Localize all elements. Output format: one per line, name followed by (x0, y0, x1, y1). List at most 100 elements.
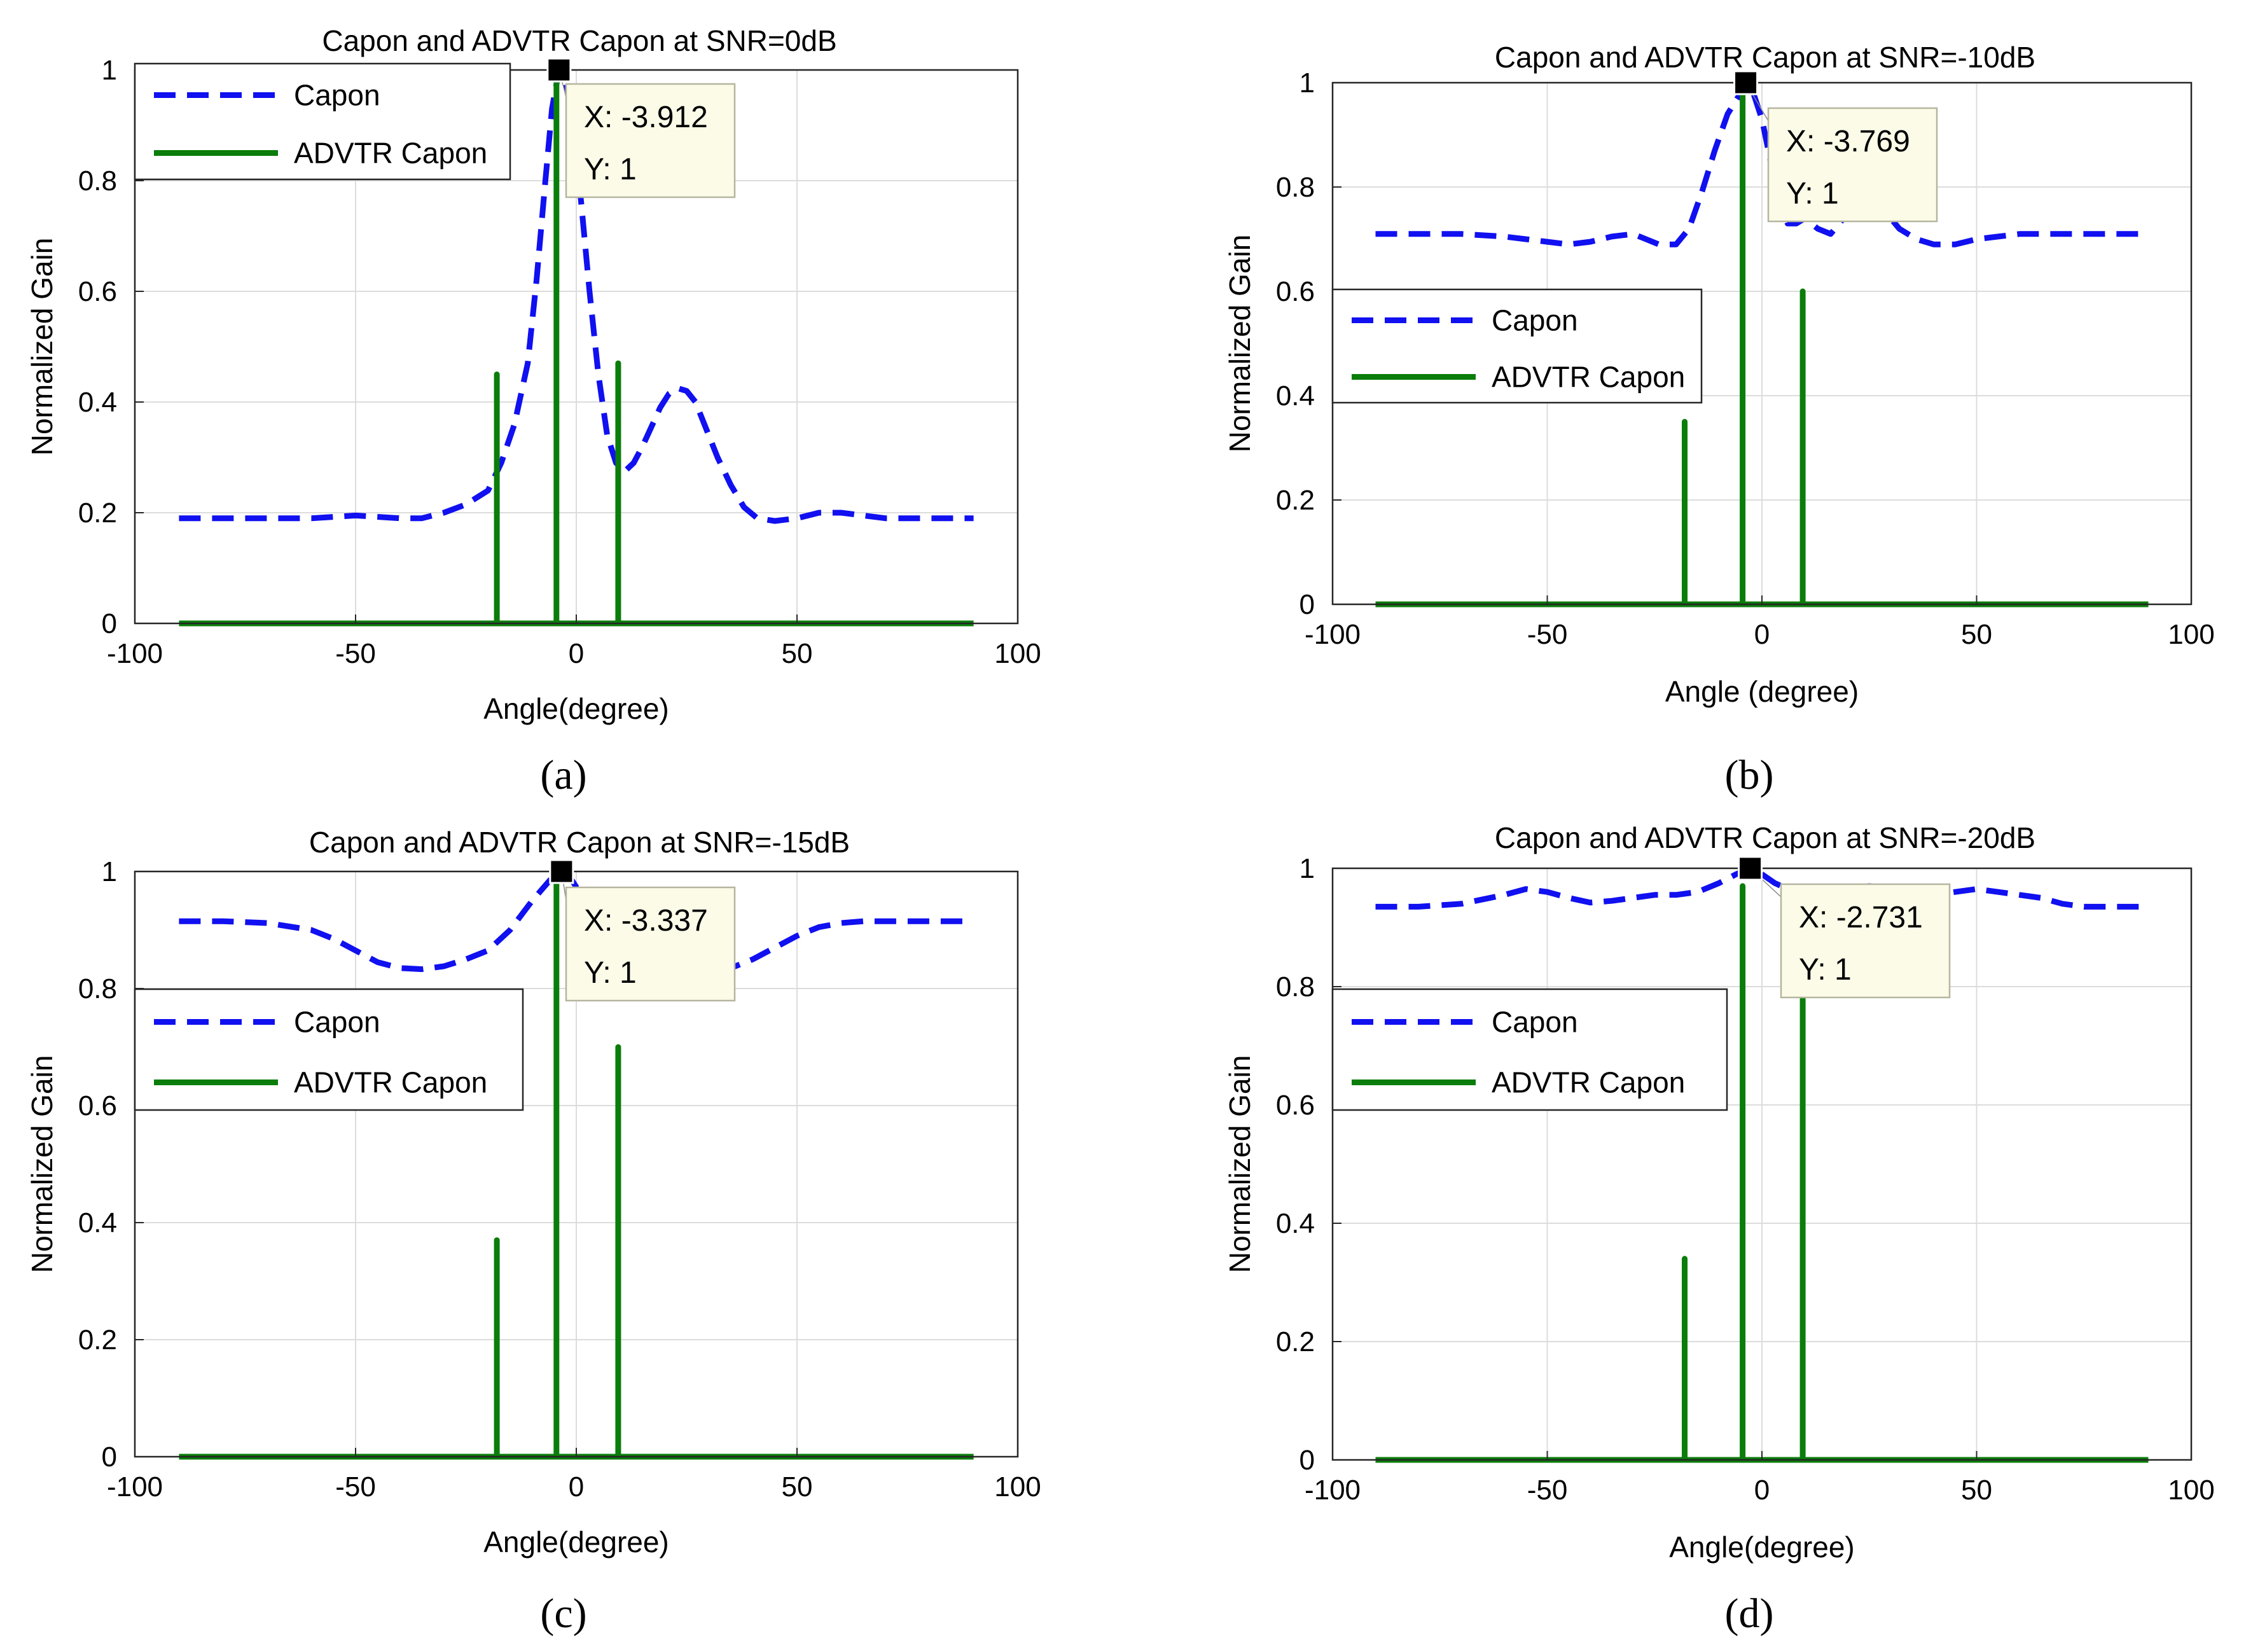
y-tick-label: 1 (1300, 853, 1315, 884)
x-axis-label: Angle (degree) (1665, 675, 1859, 708)
x-axis-label: Angle(degree) (1669, 1531, 1855, 1564)
y-tick-label: 0.4 (78, 387, 117, 418)
x-tick-label: 0 (569, 638, 584, 669)
subplot-label: (c) (540, 1590, 586, 1637)
legend: Capon ADVTR Capon (1331, 288, 1703, 404)
capon-series-line (179, 67, 974, 524)
y-tick-label: 0.2 (1276, 485, 1315, 516)
datatip-box[interactable] (565, 83, 736, 198)
legend-entry-label: Capon (1492, 304, 1578, 337)
x-tick-label: 100 (994, 638, 1041, 669)
y-tick-label: 0.2 (78, 1324, 117, 1356)
x-tick-label: 100 (2168, 1475, 2214, 1506)
datatip-y-text: Y: 1 (1799, 953, 1852, 987)
subplot-label: (a) (540, 752, 586, 798)
chart-title: Capon and ADVTR Capon at SNR=-10dB (1495, 41, 2035, 74)
y-tick-label: 0.6 (1276, 1090, 1315, 1121)
datatip-box[interactable] (565, 886, 736, 1002)
x-tick-label: -100 (107, 1471, 163, 1503)
y-axis-label: Normalized Gain (25, 1055, 59, 1274)
datatip-y-text: Y: 1 (584, 153, 637, 186)
legend-entry-label: Capon (294, 79, 380, 112)
subplot-label: (b) (1725, 752, 1774, 798)
capon-series-line (1375, 865, 2149, 910)
x-axis-label: Angle(degree) (483, 692, 669, 725)
x-tick-label: 100 (2168, 619, 2214, 650)
legend-box (1331, 288, 1703, 404)
y-tick-label: 0.8 (78, 973, 117, 1004)
legend-box (1331, 988, 1728, 1111)
y-tick-label: 1 (102, 55, 117, 86)
y-tick-label: 0 (1300, 589, 1315, 620)
y-tick-label: 0.4 (1276, 380, 1315, 412)
legend-entry-label: ADVTR Capon (294, 137, 487, 170)
subplot-d: -100 -50 0 50 100 0 0.2 0.4 0.6 0.8 1 Capon and ADV… (1223, 821, 2215, 1637)
legend: Capon ADVTR Capon (1331, 988, 1728, 1111)
x-tick-label: -50 (1527, 1475, 1568, 1506)
legend-entry-label: ADVTR Capon (1492, 361, 1685, 394)
chart-title: Capon and ADVTR Capon at SNR=0dB (322, 24, 836, 57)
x-tick-label: 0 (1754, 619, 1770, 650)
x-tick-label: -100 (1305, 619, 1361, 650)
datatip-box[interactable] (1780, 883, 1951, 999)
datatip-marker[interactable] (549, 859, 574, 884)
datatip-marker[interactable] (1738, 856, 1763, 881)
x-tick-label: 50 (782, 638, 813, 669)
datatip-marker[interactable] (1733, 70, 1759, 95)
datatip-x-text: X: -3.337 (584, 904, 708, 938)
legend: Capon ADVTR Capon (134, 62, 511, 181)
y-tick-label: 0 (102, 608, 117, 639)
legend-entry-label: ADVTR Capon (294, 1066, 487, 1099)
y-tick-label: 0.6 (1276, 276, 1315, 307)
x-tick-label: -50 (335, 638, 376, 669)
y-tick-label: 0.4 (78, 1207, 117, 1239)
x-tick-label: -50 (1527, 619, 1568, 650)
y-tick-label: 0.8 (1276, 172, 1315, 203)
x-tick-label: 0 (569, 1471, 584, 1503)
subplot-label: (d) (1725, 1590, 1774, 1637)
capon-series-line (179, 868, 974, 974)
datatip-marker[interactable] (546, 57, 572, 83)
subplot-c: -100 -50 0 50 100 0 0.2 0.4 0.6 0.8 1 Capon and ADV… (25, 826, 1041, 1637)
y-tick-label: 0.2 (78, 497, 117, 529)
legend-entry-label: Capon (294, 1006, 380, 1039)
x-tick-label: 50 (1961, 1475, 1992, 1506)
subplot-b: -100 -50 0 50 100 0 0.2 0.4 0.6 0.8 1 Capon and ADV… (1223, 41, 2215, 798)
datatip-x-text: X: -2.731 (1799, 901, 1923, 934)
y-tick-label: 0 (1300, 1445, 1315, 1476)
chart-title: Capon and ADVTR Capon at SNR=-20dB (1495, 821, 2035, 854)
y-tick-label: 0.2 (1276, 1326, 1315, 1357)
legend-entry-label: ADVTR Capon (1492, 1066, 1685, 1099)
datatip-y-text: Y: 1 (584, 956, 637, 990)
y-axis-label: Normalized Gain (1223, 235, 1256, 453)
y-tick-label: 0 (102, 1441, 117, 1473)
x-axis-label: Angle(degree) (483, 1525, 669, 1558)
x-tick-label: 0 (1754, 1475, 1770, 1506)
chart-title: Capon and ADVTR Capon at SNR=-15dB (309, 826, 850, 859)
x-tick-label: -50 (335, 1471, 376, 1503)
x-tick-label: -100 (1305, 1475, 1361, 1506)
legend-entry-label: Capon (1492, 1006, 1578, 1039)
x-tick-label: -100 (107, 638, 163, 669)
subplot-a: -100 -50 0 50 100 0 0.2 0.4 0.6 0.8 1 Capon and ADV… (25, 24, 1041, 798)
datatip-y-text: Y: 1 (1786, 177, 1839, 211)
datatip-x-text: X: -3.912 (584, 101, 708, 134)
datatip-x-text: X: -3.769 (1786, 125, 1910, 158)
y-tick-label: 1 (102, 856, 117, 887)
y-tick-label: 0.6 (78, 1090, 117, 1121)
x-tick-label: 50 (782, 1471, 813, 1503)
datatip-box[interactable] (1767, 107, 1938, 223)
y-tick-label: 0.6 (78, 276, 117, 307)
y-tick-label: 1 (1300, 67, 1315, 99)
y-tick-label: 0.8 (1276, 971, 1315, 1003)
x-tick-label: 50 (1961, 619, 1992, 650)
legend: Capon ADVTR Capon (134, 988, 524, 1111)
y-axis-label: Normalized Gain (1223, 1055, 1256, 1274)
advtr-capon-series-line (1375, 883, 2149, 1463)
x-tick-label: 100 (994, 1471, 1041, 1503)
y-tick-label: 0.8 (78, 165, 117, 197)
legend-box (134, 988, 524, 1111)
legend-box (134, 62, 511, 181)
y-axis-label: Normalized Gain (25, 238, 59, 456)
